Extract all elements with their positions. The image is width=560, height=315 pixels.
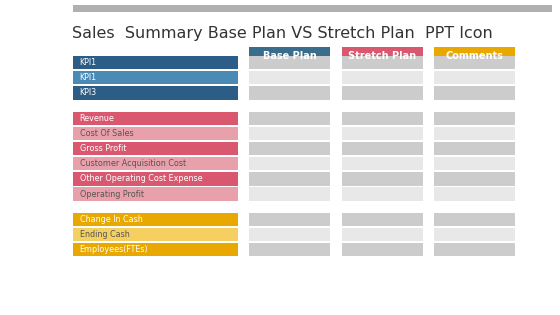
Bar — [434, 127, 515, 140]
Bar — [73, 243, 238, 256]
Bar — [434, 157, 515, 170]
Bar — [249, 71, 330, 84]
Bar — [434, 187, 515, 201]
Bar — [249, 127, 330, 140]
Bar — [434, 86, 515, 100]
Bar — [342, 71, 423, 84]
Bar — [249, 56, 330, 69]
Text: Cost Of Sales: Cost Of Sales — [80, 129, 133, 138]
Text: Change In Cash: Change In Cash — [80, 215, 142, 224]
Bar — [434, 56, 515, 69]
Bar — [434, 142, 515, 155]
Text: Operating Profit: Operating Profit — [80, 190, 143, 198]
Text: KPI3: KPI3 — [80, 89, 97, 97]
Bar — [73, 5, 552, 12]
Bar — [249, 172, 330, 186]
Text: KPI1: KPI1 — [80, 73, 97, 82]
Bar — [73, 127, 238, 140]
Bar — [342, 112, 423, 125]
Bar — [249, 157, 330, 170]
Bar — [73, 157, 238, 170]
Bar — [342, 127, 423, 140]
Bar — [73, 56, 238, 69]
Bar — [73, 213, 238, 226]
Text: KPI1: KPI1 — [80, 58, 97, 67]
Text: Ending Cash: Ending Cash — [80, 230, 129, 239]
Bar — [73, 112, 238, 125]
Bar — [342, 172, 423, 186]
Bar — [249, 228, 330, 241]
Bar — [73, 71, 238, 84]
Bar — [249, 213, 330, 226]
Text: Stretch Plan: Stretch Plan — [348, 51, 416, 61]
Bar — [342, 142, 423, 155]
Bar — [342, 86, 423, 100]
Bar — [249, 187, 330, 201]
Bar — [434, 228, 515, 241]
Bar — [73, 86, 238, 100]
Bar — [73, 187, 238, 201]
Bar — [342, 213, 423, 226]
Bar — [434, 172, 515, 186]
Bar — [434, 47, 515, 65]
Bar — [249, 47, 330, 65]
Bar — [342, 187, 423, 201]
Bar — [434, 71, 515, 84]
Text: Other Operating Cost Expense: Other Operating Cost Expense — [80, 175, 202, 183]
Text: Base Plan: Base Plan — [263, 51, 316, 61]
Text: Comments: Comments — [446, 51, 503, 61]
Bar — [342, 47, 423, 65]
Bar — [342, 243, 423, 256]
Bar — [434, 112, 515, 125]
Bar — [73, 228, 238, 241]
Text: Revenue: Revenue — [80, 114, 114, 123]
Bar — [249, 142, 330, 155]
Bar — [342, 228, 423, 241]
Bar — [249, 243, 330, 256]
Bar — [342, 56, 423, 69]
Bar — [73, 172, 238, 186]
Text: Sales  Summary Base Plan VS Stretch Plan  PPT Icon: Sales Summary Base Plan VS Stretch Plan … — [72, 26, 493, 41]
Bar — [434, 243, 515, 256]
Text: Employees(FTEs): Employees(FTEs) — [80, 245, 148, 254]
Text: Gross Profit: Gross Profit — [80, 144, 126, 153]
Bar — [73, 142, 238, 155]
Bar — [434, 213, 515, 226]
Bar — [249, 112, 330, 125]
Bar — [342, 157, 423, 170]
Text: Customer Acquisition Cost: Customer Acquisition Cost — [80, 159, 186, 168]
Bar — [249, 86, 330, 100]
